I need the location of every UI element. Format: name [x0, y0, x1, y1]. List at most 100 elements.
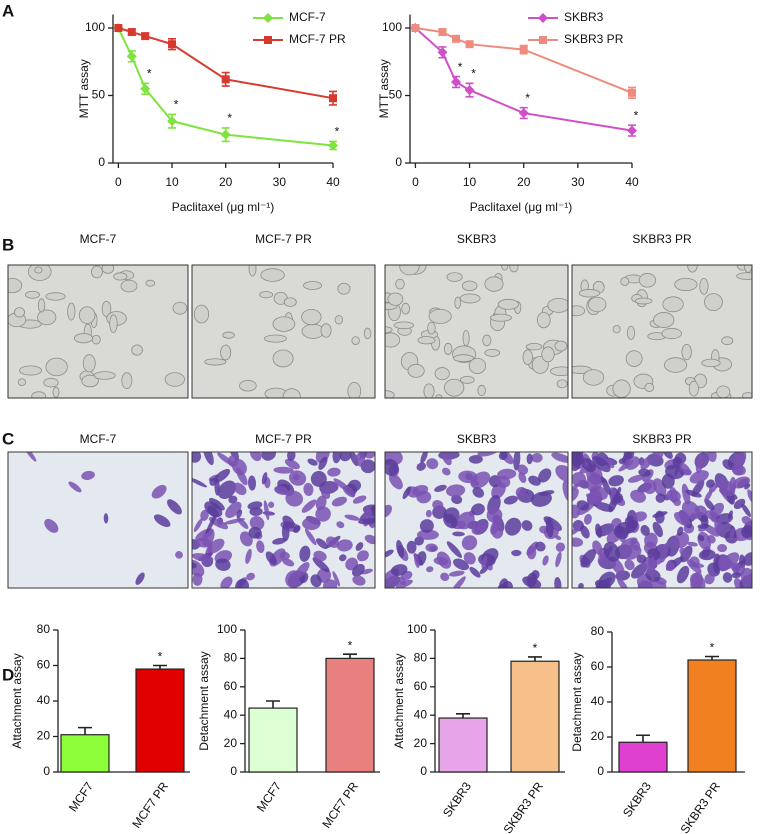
significance: *	[710, 641, 715, 655]
point	[452, 34, 461, 43]
cell	[358, 517, 375, 525]
cell	[704, 573, 715, 585]
micrograph	[192, 265, 375, 398]
cell	[388, 473, 403, 490]
cell	[52, 386, 60, 398]
y-tick-label: 80	[224, 651, 238, 665]
cell	[706, 452, 717, 463]
y-tick-label: 80	[37, 622, 51, 636]
cell	[363, 327, 372, 340]
cell	[207, 538, 225, 554]
cell	[705, 510, 720, 521]
cell	[525, 342, 543, 351]
micrograph-frame	[571, 451, 753, 589]
cell	[215, 558, 231, 571]
cell	[260, 268, 285, 282]
cell	[459, 375, 475, 384]
point	[127, 28, 136, 37]
cell	[304, 528, 317, 546]
cell	[307, 458, 318, 466]
y-tick-label: 20	[37, 729, 51, 743]
micrograph	[572, 452, 752, 588]
cell	[461, 280, 478, 292]
cell	[339, 554, 347, 562]
cell	[256, 540, 265, 554]
cell	[17, 378, 27, 386]
cell	[518, 472, 527, 483]
cell	[113, 272, 128, 281]
point	[518, 108, 529, 119]
cell	[731, 464, 746, 476]
cell	[722, 572, 733, 583]
cell	[652, 521, 664, 538]
cell	[164, 372, 185, 387]
cell	[453, 354, 474, 363]
cell	[259, 291, 274, 299]
cell	[462, 329, 470, 347]
point	[451, 77, 462, 87]
cell	[292, 473, 300, 481]
cell	[213, 468, 231, 483]
cell	[700, 514, 709, 527]
cell	[412, 484, 429, 496]
cell	[220, 576, 233, 588]
cell	[582, 369, 605, 386]
cell	[482, 334, 492, 347]
cell	[541, 346, 555, 363]
micrograph	[572, 265, 752, 398]
cell	[103, 513, 109, 524]
y-tick-label: 80	[591, 624, 605, 638]
cell	[714, 518, 723, 534]
cell	[679, 462, 692, 476]
cell	[228, 495, 238, 504]
cell	[471, 521, 488, 535]
cell	[316, 538, 329, 550]
cell	[456, 511, 475, 530]
cell	[352, 495, 367, 504]
cell	[704, 489, 713, 503]
micrograph-label: MCF-7 PR	[255, 432, 312, 446]
cell	[665, 464, 685, 480]
point	[220, 129, 231, 140]
cell	[120, 279, 138, 293]
cell	[576, 500, 590, 511]
cell	[440, 572, 450, 581]
cell	[528, 475, 541, 486]
cell	[659, 542, 669, 563]
cell	[681, 500, 700, 520]
cell	[623, 452, 635, 460]
cell	[329, 483, 339, 492]
point	[539, 36, 547, 44]
cell	[414, 554, 420, 569]
bar	[687, 659, 737, 773]
cell	[432, 500, 444, 510]
cell	[207, 505, 219, 518]
cell	[451, 494, 463, 505]
point	[465, 40, 474, 49]
cell	[227, 455, 238, 468]
cell	[205, 514, 217, 534]
micrograph-frame	[384, 264, 569, 399]
cell	[235, 578, 250, 588]
cell	[14, 307, 26, 318]
cell	[472, 487, 485, 498]
significance: *	[174, 98, 179, 112]
cell	[263, 334, 287, 343]
cell	[299, 545, 311, 562]
cell	[236, 509, 243, 519]
cell	[655, 493, 666, 503]
x-tick-label: 40	[625, 175, 639, 189]
cell	[402, 486, 411, 500]
bar	[325, 657, 375, 773]
cell	[689, 470, 709, 484]
cell	[687, 541, 698, 547]
legend-label: MCF-7	[289, 10, 326, 24]
x-tick-label: MCF7	[66, 779, 96, 814]
cell	[301, 308, 322, 326]
cell	[555, 542, 566, 552]
cell	[272, 349, 294, 368]
x-tick-label: 10	[463, 175, 477, 189]
significance: *	[348, 638, 353, 652]
y-tick-label: 60	[224, 679, 238, 693]
y-tick-label: 20	[224, 736, 238, 750]
